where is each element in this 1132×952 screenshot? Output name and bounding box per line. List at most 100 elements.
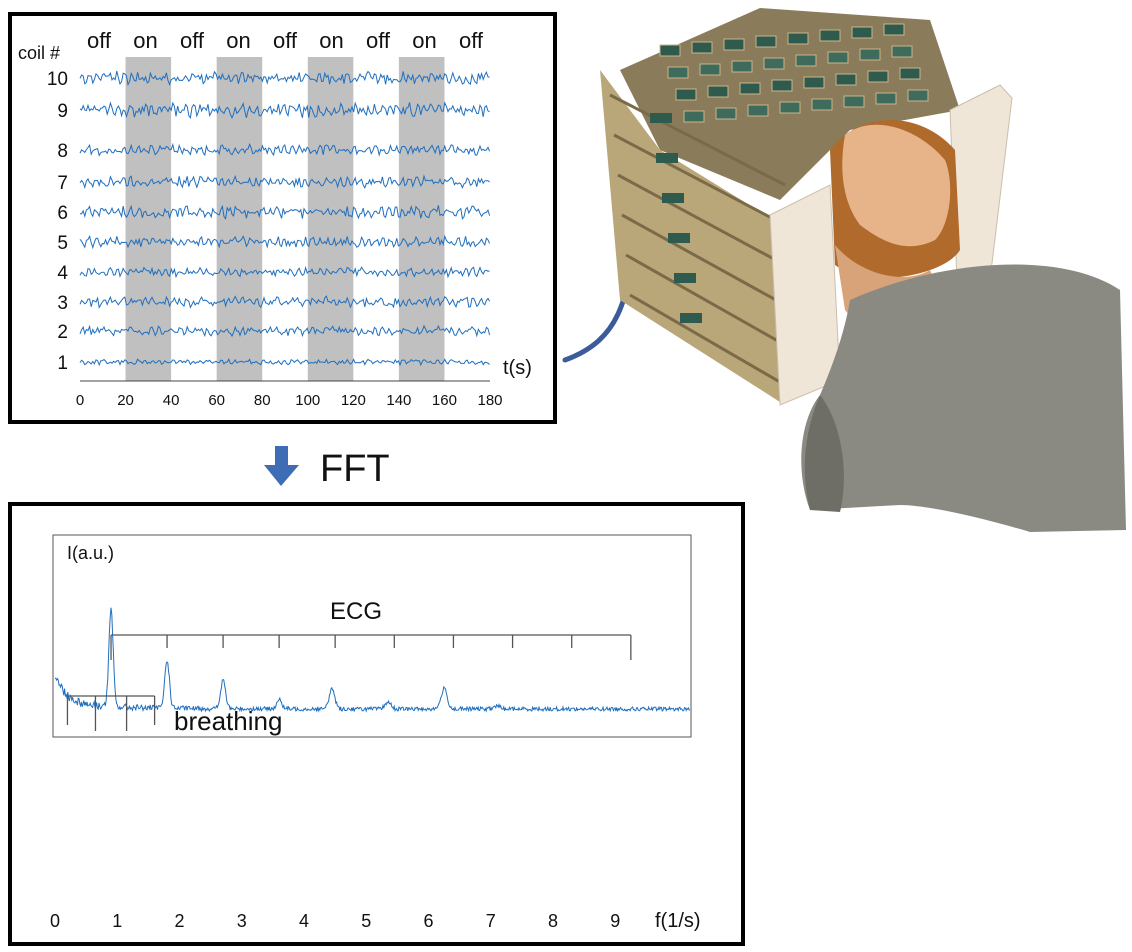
circuit-board: [675, 88, 697, 101]
circuit-board: [907, 89, 929, 102]
state-label: off: [459, 28, 484, 53]
coil-label: 3: [57, 293, 68, 314]
top-panel-frame: [8, 12, 557, 424]
time-tick-label: 40: [163, 392, 180, 409]
time-tick-label: 180: [477, 392, 502, 409]
state-label: on: [319, 28, 343, 53]
board-layer-edge: [613, 133, 786, 227]
coil-trace: [79, 204, 491, 220]
circuit-board: [859, 48, 881, 61]
frequency-tick-labels: 0 1 2 3 4 5 6 7 8 9: [50, 911, 620, 931]
frequency-axis-label: f(1/s): [655, 910, 701, 932]
coil-trace: [79, 265, 490, 279]
frequency-tick-label: 4: [299, 911, 309, 931]
board-layer-edge: [609, 93, 786, 187]
face: [842, 124, 951, 247]
circuit-board: [691, 41, 713, 54]
board-layer-edge: [617, 173, 786, 267]
circuit-board: [891, 45, 913, 58]
frequency-tick-label: 2: [175, 911, 185, 931]
coil-label: 2: [57, 322, 68, 343]
circuit-board: [723, 38, 745, 51]
circuit-board: [668, 233, 690, 243]
circuit-board: [835, 73, 857, 86]
time-tick-label: 120: [341, 392, 366, 409]
time-tick-label: 80: [254, 392, 271, 409]
coil-label: 7: [57, 173, 68, 194]
ecg-label: ECG: [330, 598, 382, 625]
frequency-tick-label: 3: [237, 911, 247, 931]
breathing-label: breathing: [174, 706, 282, 736]
coil-label: 9: [57, 101, 68, 122]
state-label: on: [133, 28, 157, 53]
coil-trace: [79, 324, 491, 338]
spectrum-line: [54, 607, 690, 713]
fft-label: FFT: [320, 448, 390, 490]
circuit-board: [883, 23, 905, 36]
circuit-board: [699, 63, 721, 76]
time-tick-labels: 0 20 40 60 80 100 120 140 160 180: [76, 392, 503, 409]
intensity-axis-label: I(a.u.): [67, 543, 114, 563]
circuit-board: [739, 82, 761, 95]
circuit-board: [803, 76, 825, 89]
bottom-panel-frame: [8, 502, 745, 946]
circuit-board: [819, 29, 841, 42]
circuit-board: [811, 98, 833, 111]
time-tick-label: 60: [208, 392, 225, 409]
coil-axis-label: coil #: [18, 43, 60, 63]
coil-trace: [79, 174, 490, 190]
coil-trace: [79, 358, 490, 367]
circuit-board: [779, 101, 801, 114]
coil-label: 4: [57, 263, 68, 284]
time-tick-label: 20: [117, 392, 134, 409]
frequency-tick-label: 7: [486, 911, 496, 931]
frequency-tick-label: 5: [361, 911, 371, 931]
frequency-tick-label: 9: [610, 911, 620, 931]
circuit-board: [674, 273, 696, 283]
frequency-tick-label: 8: [548, 911, 558, 931]
coil-traces: [79, 70, 491, 367]
circuit-board: [755, 35, 777, 48]
coil-label: 10: [47, 69, 68, 90]
circuit-board: [650, 113, 672, 123]
time-tick-label: 160: [432, 392, 457, 409]
state-label: on: [412, 28, 436, 53]
circuit-board: [683, 110, 705, 123]
coil-trace: [79, 70, 490, 87]
circuit-board: [851, 26, 873, 39]
coil-label: 1: [57, 353, 68, 374]
state-label: off: [273, 28, 298, 53]
coil-label: 6: [57, 203, 68, 224]
bottom-plot-box: [52, 534, 692, 738]
circuit-board: [787, 32, 809, 45]
coil-trace: [79, 142, 491, 157]
coil-label: 5: [57, 233, 68, 254]
state-label: off: [180, 28, 205, 53]
circuit-board: [899, 67, 921, 80]
circuit-board: [867, 70, 889, 83]
circuit-board: [747, 104, 769, 117]
breathing-bracket: [66, 695, 156, 731]
state-label: on: [226, 28, 250, 53]
circuit-board: [843, 95, 865, 108]
circuit-board: [715, 107, 737, 120]
circuit-board: [667, 66, 689, 79]
circuit-board: [662, 193, 684, 203]
on-off-labels: off on off on off on off on off: [87, 28, 484, 53]
board-layer-edge: [629, 293, 786, 387]
circuit-board: [680, 313, 702, 323]
coil-trace: [79, 295, 491, 309]
board-layer-edge: [625, 253, 786, 347]
coil-number-labels: 1 2 3 4 5 6 7 8 9 10: [47, 69, 69, 374]
spectrum-trace: [54, 607, 690, 713]
shirt: [801, 264, 1126, 532]
mri-coil-array-illustration: [600, 8, 1126, 532]
circuit-board: [875, 92, 897, 105]
time-tick-label: 0: [76, 392, 84, 409]
frequency-tick-label: 1: [112, 911, 122, 931]
circuit-board: [771, 79, 793, 92]
board-layers: [609, 93, 786, 387]
coil-trace: [79, 234, 491, 250]
shoulder-shade: [804, 395, 844, 512]
frequency-tick-label: 0: [50, 911, 60, 931]
